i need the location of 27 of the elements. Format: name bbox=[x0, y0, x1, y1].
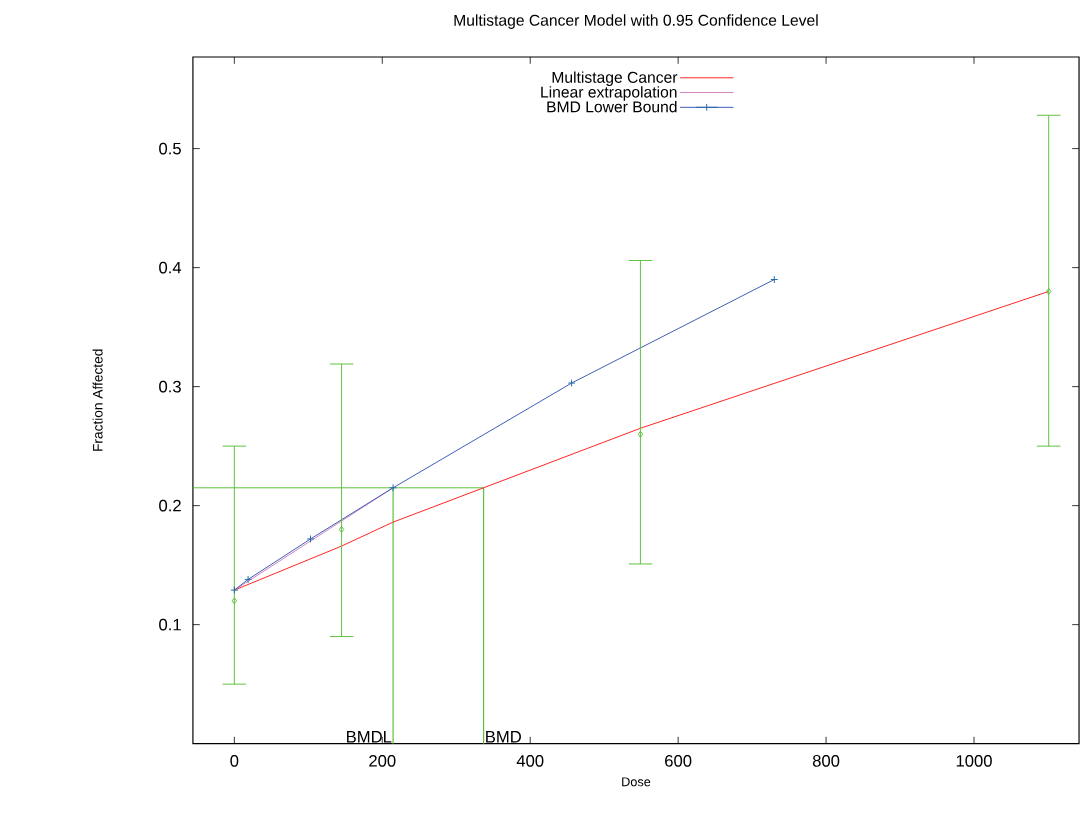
legend-label: Linear extrapolation bbox=[541, 85, 677, 101]
x-tick-label: 200 bbox=[369, 754, 396, 767]
x-tick-label: 600 bbox=[665, 754, 692, 767]
y-axis-title: Fraction Affected bbox=[92, 349, 103, 451]
point bbox=[231, 597, 238, 605]
x-tick-label: 0 bbox=[230, 754, 239, 767]
x-tick-label: 1000 bbox=[956, 754, 992, 767]
y-tick-label: 0.4 bbox=[159, 261, 182, 274]
ref-line-label: BMDL bbox=[347, 730, 392, 743]
x-tick-label: 800 bbox=[812, 754, 840, 767]
x-tick-label: 400 bbox=[516, 754, 544, 767]
y-tick-label: 0.1 bbox=[159, 618, 181, 631]
point bbox=[637, 430, 644, 438]
x-axis-title: Dose bbox=[622, 777, 651, 787]
chart-title: Multistage Cancer Model with 0.95 Confidence Level bbox=[454, 14, 818, 29]
legend-label: BMD Lower Bound bbox=[547, 100, 677, 113]
ref-line-label: BMD bbox=[486, 730, 521, 743]
y-tick-label: 0.5 bbox=[159, 142, 181, 155]
point bbox=[770, 275, 779, 284]
legend-label: Multistage Cancer bbox=[552, 71, 678, 86]
point bbox=[567, 378, 576, 387]
point bbox=[244, 575, 253, 584]
point bbox=[338, 525, 345, 533]
y-tick-label: 0.2 bbox=[159, 499, 181, 512]
point bbox=[306, 534, 315, 543]
point bbox=[1046, 287, 1052, 295]
y-tick-label: 0.3 bbox=[159, 380, 181, 393]
